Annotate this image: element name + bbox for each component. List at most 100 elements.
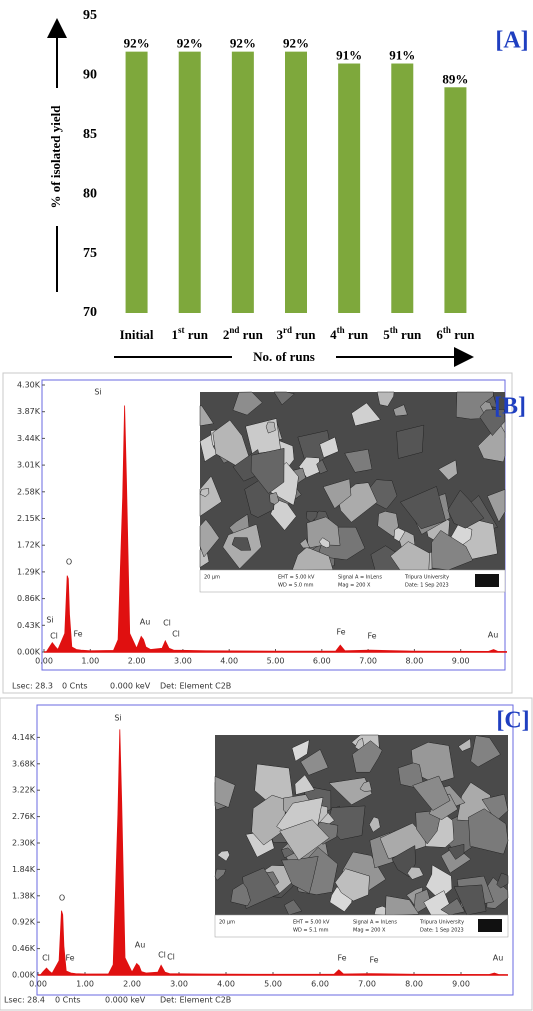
x-tick-label: 4.00 (217, 980, 235, 989)
bar (178, 51, 201, 313)
peak-label: Cl (163, 619, 171, 628)
y-tick-label: 2.15K (17, 514, 41, 523)
footer-text: Det: Element C2B (160, 996, 231, 1005)
value-label: 92% (124, 36, 150, 51)
y-axis-label: % of isolated yield (48, 105, 63, 209)
sem-particle (496, 872, 509, 889)
sem-particle (413, 888, 432, 916)
sem-caption: Mag = 200 X (353, 928, 386, 934)
peak-label: Si (46, 616, 53, 625)
sem-logo (475, 574, 499, 587)
x-tick-label: 0.00 (29, 980, 47, 989)
sem-particle (377, 511, 399, 538)
sem-particle (486, 489, 506, 523)
sem-particle (458, 738, 472, 752)
y-tick-label: 0.00K (17, 648, 41, 657)
panel-label: [A] (495, 28, 528, 54)
panel-label: [B] (494, 394, 526, 420)
sem-caption: Signal A = InLens (353, 920, 397, 926)
x-tick-label: 0.00 (35, 657, 53, 666)
spectrum (45, 405, 508, 653)
peak-label: Fe (367, 632, 376, 641)
x-tick-label: 7.00 (359, 657, 377, 666)
x-tick-label: 2.00 (128, 657, 146, 666)
sem-caption: Date: 1 Sep 2023 (405, 583, 449, 589)
sem-particle (250, 447, 285, 494)
y-tick-label: 75 (83, 246, 97, 261)
panel-label: [C] (496, 708, 529, 734)
footer-text: Lsec: 28.3 (12, 682, 53, 691)
footer-text: 0.000 keV (110, 682, 151, 691)
sem-caption: 20 µm (219, 920, 235, 926)
y-tick-label: 90 (83, 68, 97, 83)
sem-particle (447, 489, 485, 529)
x-tick-label: 3rd run (277, 325, 317, 342)
value-label: 89% (442, 71, 468, 86)
sem-caption: 20 µm (204, 575, 220, 581)
peak-label: Cl (172, 630, 180, 639)
x-tick-label: 1.00 (81, 657, 99, 666)
sem-particle (214, 868, 227, 881)
y-tick-label: 2.76K (12, 812, 36, 821)
x-tick-label: 4.00 (220, 657, 238, 666)
y-tick-label: 0.43K (17, 621, 41, 630)
sem-particle (316, 459, 328, 475)
sem-caption-bg (214, 914, 509, 938)
x-tick-label: 1st run (171, 325, 208, 342)
y-tick-label: 2.30K (12, 839, 36, 848)
sem-particle (294, 774, 315, 795)
sem-particle (280, 847, 295, 859)
sem-particle (269, 492, 280, 505)
peak-label: Cl (158, 951, 166, 960)
y-tick-label: 3.68K (12, 759, 36, 768)
x-tick-label: 9.00 (452, 657, 470, 666)
sem-caption: Mag = 200 X (338, 583, 371, 589)
y-tick-label: 1.38K (12, 891, 36, 900)
peak-label: Fe (336, 628, 345, 637)
x-axis-label: No. of runs (253, 349, 315, 364)
value-label: 91% (336, 48, 362, 63)
footer-text: 0.000 keV (105, 996, 146, 1005)
bar (338, 63, 361, 313)
sem-particle (199, 519, 220, 558)
peak-label: Au (488, 631, 499, 640)
footer-text: Lsec: 28.4 (4, 996, 45, 1005)
sem-caption: Tripura University (419, 920, 464, 926)
sem-particle (438, 459, 458, 481)
sem-particle (447, 843, 465, 860)
y-tick-label: 0.92K (12, 918, 36, 927)
footer-text: 0 Cnts (55, 996, 81, 1005)
sem-particle (359, 780, 373, 792)
y-tick-label: 4.30K (17, 381, 41, 390)
peak-label: Cl (42, 954, 50, 963)
sem-particle (199, 475, 222, 517)
x-tick-label: Initial (120, 327, 154, 342)
sem-particle (232, 391, 263, 416)
sem-caption-bg (199, 569, 506, 593)
sem-particle (393, 404, 408, 417)
x-tick-label: 9.00 (452, 980, 470, 989)
sem-caption: Tripura University (404, 575, 449, 581)
sem-particle (477, 423, 506, 463)
y-tick-label: 70 (83, 305, 97, 320)
sem-particle (273, 391, 295, 406)
x-tick-label: 8.00 (405, 980, 423, 989)
sem-particle (453, 884, 487, 916)
sem-particle (376, 391, 395, 407)
x-tick-label: 3.00 (170, 980, 188, 989)
x-tick-label: 5th run (383, 325, 422, 342)
value-label: 92% (230, 36, 256, 51)
y-tick-label: 4.14K (12, 733, 36, 742)
y-tick-label: 3.01K (17, 461, 41, 470)
y-tick-label: 1.72K (17, 541, 41, 550)
peak-label: Cl (167, 953, 175, 962)
sem-logo (478, 919, 502, 932)
sem-caption: EHT = 5.00 kV (293, 920, 330, 926)
bar (444, 87, 467, 313)
y-tick-label: 3.87K (17, 407, 41, 416)
sem-particle (391, 845, 416, 877)
sem-particle (319, 436, 339, 459)
x-tick-label: 5.00 (264, 980, 282, 989)
sem-caption: WD = 5.0 mm (278, 583, 314, 589)
sem-image (199, 391, 506, 593)
